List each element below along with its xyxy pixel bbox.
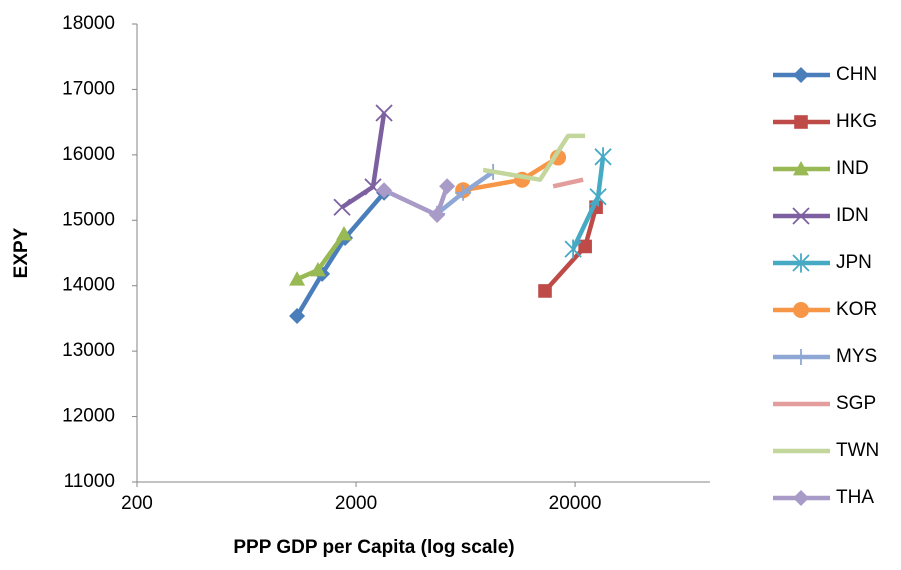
- marker: [309, 262, 326, 277]
- legend-marker: [793, 161, 809, 176]
- legend-marker: [792, 207, 810, 225]
- legend-label: IND: [836, 158, 869, 179]
- series-line: [482, 133, 586, 182]
- series-line: [295, 191, 386, 318]
- legend-marker: [793, 67, 809, 83]
- marker: [589, 187, 607, 207]
- legend-label: MYS: [836, 346, 877, 367]
- marker: [564, 239, 582, 259]
- y-tick-label: 17000: [62, 78, 115, 99]
- x-axis-label: PPP GDP per Capita (log scale): [233, 537, 514, 558]
- marker: [289, 308, 306, 325]
- marker: [578, 239, 592, 254]
- marker: [455, 184, 472, 201]
- y-tick-label: 12000: [62, 406, 115, 427]
- marker: [429, 207, 446, 224]
- y-tick-label: 16000: [62, 144, 115, 165]
- legend-label: IDN: [836, 205, 869, 226]
- marker: [335, 226, 352, 241]
- legend-label: HKG: [836, 111, 877, 132]
- legend-marker: [793, 302, 809, 318]
- x-tick-label: 200: [121, 493, 153, 514]
- marker: [376, 182, 393, 199]
- y-tick-label: 14000: [62, 275, 115, 296]
- legend-marker: [793, 490, 809, 506]
- y-tick-label: 13000: [62, 340, 115, 361]
- legend-marker: [794, 115, 808, 129]
- legend-label: KOR: [836, 299, 877, 320]
- legend-label: SGP: [836, 393, 876, 414]
- series-line: [552, 177, 584, 189]
- marker: [439, 178, 456, 195]
- marker: [289, 271, 306, 286]
- legend-label: TWN: [836, 440, 879, 461]
- y-tick-label: 15000: [62, 209, 115, 230]
- x-tick-label: 2000: [335, 493, 377, 514]
- marker: [333, 198, 351, 216]
- y-tick-label: 11000: [64, 471, 115, 492]
- y-axis-label: EXPY: [11, 227, 32, 278]
- marker: [375, 104, 393, 122]
- legend-marker: [792, 253, 810, 273]
- y-tick-label: 18000: [62, 13, 115, 34]
- legend-label: CHN: [836, 64, 877, 85]
- legend-label: THA: [836, 487, 874, 508]
- legend-marker: [793, 349, 809, 365]
- marker: [538, 284, 552, 298]
- marker: [594, 147, 612, 167]
- x-tick-label: 20000: [549, 493, 602, 514]
- legend-label: JPN: [836, 252, 872, 273]
